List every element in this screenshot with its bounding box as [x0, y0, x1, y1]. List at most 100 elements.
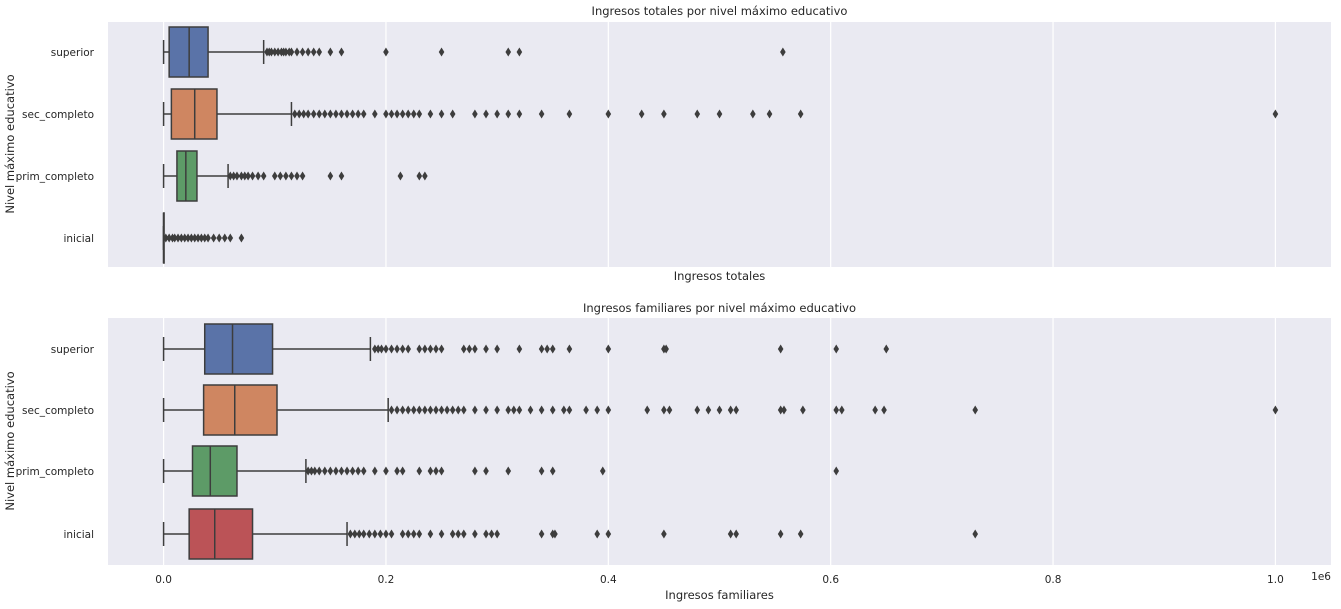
outlier-marker [416, 344, 423, 354]
outlier-marker [410, 405, 417, 415]
box-iqr [188, 508, 254, 560]
box-sec_completo [162, 384, 1279, 436]
outlier-marker [338, 171, 345, 181]
outlier-marker [394, 405, 400, 415]
box-prim_completo [162, 150, 428, 202]
outlier-marker [549, 344, 556, 354]
outlier-marker [383, 529, 389, 539]
outlier-marker [561, 405, 567, 415]
outlier-marker [427, 109, 434, 119]
outlier-marker [294, 171, 300, 181]
outlier-marker [566, 109, 573, 119]
box-iqr [176, 150, 198, 202]
outlier-marker [271, 47, 278, 57]
outlier-marker [399, 529, 406, 539]
outlier-marker [494, 344, 500, 354]
outlier-marker [327, 109, 334, 119]
outlier-marker [449, 405, 456, 415]
outlier-marker [427, 529, 434, 539]
outlier-marker [305, 47, 311, 57]
outlier-marker [733, 529, 739, 539]
outlier-marker [552, 529, 558, 539]
box-iqr [203, 323, 274, 375]
outlier-marker [472, 529, 478, 539]
outlier-marker [294, 47, 300, 57]
outlier-marker [310, 47, 317, 57]
outlier-marker [405, 405, 411, 415]
outlier-marker [472, 466, 478, 476]
box-inicial [162, 212, 245, 264]
outlier-marker [372, 109, 378, 119]
outlier-marker [288, 171, 295, 181]
outlier-marker [494, 529, 500, 539]
outlier-marker [245, 171, 251, 181]
outlier-marker [449, 529, 456, 539]
outlier-marker [538, 529, 545, 539]
outlier-marker [422, 405, 428, 415]
outlier-marker [316, 466, 323, 476]
outlier-marker [797, 529, 804, 539]
y-tick-label: inicial [63, 233, 94, 245]
outlier-marker [344, 109, 350, 119]
outlier-marker [322, 466, 328, 476]
outlier-marker [422, 171, 428, 181]
box-iqr [191, 445, 238, 497]
outlier-marker [505, 405, 512, 415]
outlier-marker [288, 47, 295, 57]
outlier-marker [449, 109, 456, 119]
y-axis-label-top: Nivel máximo educativo [3, 74, 17, 213]
outlier-marker [777, 344, 784, 354]
outlier-marker [360, 529, 367, 539]
panel-bottom: superior sec_completo prim_completoinicial… [3, 301, 1331, 602]
outlier-marker [205, 233, 211, 243]
outlier-marker [277, 171, 284, 181]
x-tick-label: 0.4 [600, 574, 617, 586]
outlier-marker [661, 109, 667, 119]
box-sec_completo [162, 88, 1279, 140]
outlier-marker [516, 109, 523, 119]
outlier-marker [305, 109, 311, 119]
y-tick-label: sec_completo [22, 109, 94, 121]
outlier-marker [360, 109, 367, 119]
x-tick-label: 0.6 [822, 574, 839, 586]
outlier-marker [716, 405, 723, 415]
x-tick-label: 0.0 [155, 574, 172, 586]
outlier-marker [405, 529, 411, 539]
outlier-marker [283, 171, 289, 181]
x-scale-multiplier: 1e6 [1311, 571, 1331, 583]
outlier-marker [185, 233, 191, 243]
x-tick-labels-bottom: 0.0 0.2 0.4 0.6 0.8 1.0 [155, 574, 1284, 586]
outlier-marker [195, 233, 201, 243]
outlier-marker [566, 344, 573, 354]
outlier-marker [483, 405, 489, 415]
x-tick-label: 0.2 [378, 574, 395, 586]
outlier-marker [438, 529, 445, 539]
outlier-marker [797, 109, 804, 119]
outlier-marker [661, 529, 667, 539]
outlier-marker [378, 344, 385, 354]
outlier-marker [360, 466, 367, 476]
outlier-marker [394, 344, 400, 354]
outlier-marker [800, 405, 806, 415]
outlier-marker [716, 109, 723, 119]
outlier-marker [188, 233, 195, 243]
outlier-marker [316, 47, 323, 57]
outlier-marker [494, 405, 500, 415]
outlier-marker [511, 405, 517, 415]
outlier-marker [972, 529, 979, 539]
box-prim_completo [162, 445, 840, 497]
x-axis-label-bottom: Ingresos familiares [665, 588, 774, 602]
outlier-marker [366, 529, 373, 539]
outlier-marker [549, 405, 556, 415]
outlier-marker [238, 233, 245, 243]
outlier-marker [505, 109, 512, 119]
outlier-marker [399, 466, 406, 476]
outlier-marker [422, 344, 428, 354]
outlier-marker [538, 466, 545, 476]
outlier-marker [538, 344, 545, 354]
chart-title-bottom: Ingresos familiares por nivel máximo edu… [583, 301, 856, 315]
outlier-marker [777, 529, 784, 539]
outlier-marker [333, 466, 339, 476]
outlier-marker [275, 47, 281, 57]
outlier-marker [638, 109, 645, 119]
